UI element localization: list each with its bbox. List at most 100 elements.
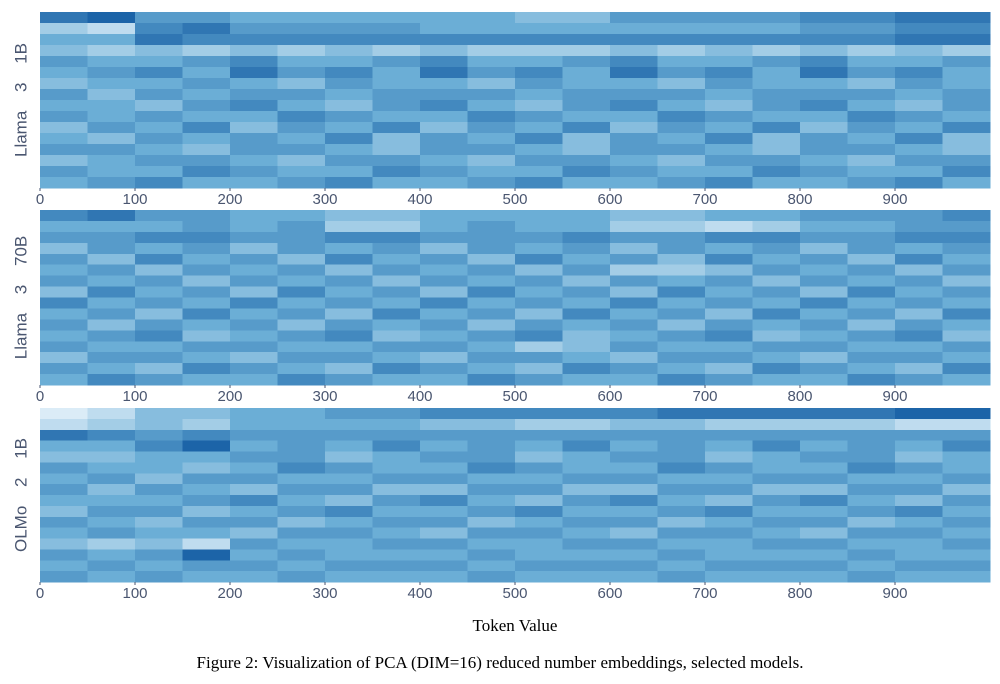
heatmap-cell — [562, 560, 611, 572]
heatmap-cell — [325, 527, 373, 539]
heatmap-cell — [657, 210, 706, 222]
heatmap-cell — [562, 100, 611, 112]
heatmap-cell — [705, 297, 753, 309]
heatmap-cell — [230, 275, 278, 288]
heatmap-cell — [610, 440, 658, 452]
heatmap-cell — [800, 12, 848, 24]
heatmap-cell — [800, 231, 848, 244]
heatmap-cell — [705, 418, 753, 431]
heatmap-cell — [420, 319, 468, 331]
x-tick-label: 800 — [787, 191, 812, 208]
heatmap-cell — [895, 549, 943, 561]
heatmap-cell — [230, 45, 278, 57]
heatmap-cell — [562, 516, 611, 529]
heatmap-cell — [372, 363, 421, 375]
heatmap-cell — [705, 155, 753, 167]
heatmap-cell — [87, 527, 136, 539]
heatmap-cell — [182, 34, 231, 46]
heatmap-cell — [277, 56, 326, 68]
heatmap-cell — [515, 210, 563, 222]
heatmap-cell — [705, 319, 753, 331]
heatmap-cell — [800, 253, 848, 266]
heatmap-cell — [562, 429, 611, 442]
heatmap-cell — [87, 56, 136, 68]
heatmap-cell — [895, 352, 943, 364]
heatmap-cell — [230, 462, 278, 474]
heatmap-cell — [657, 133, 706, 145]
heatmap-cell — [182, 23, 231, 35]
heatmap-cell — [420, 220, 468, 233]
heatmap-cell — [277, 308, 326, 320]
heatmap-cell — [657, 495, 706, 507]
heatmap-cell — [562, 78, 611, 90]
heatmap-cell — [230, 56, 278, 68]
heatmap-cell — [657, 67, 706, 79]
heatmap-cell — [895, 571, 943, 583]
heatmap-cell — [847, 34, 896, 46]
heatmap-cell — [467, 100, 516, 112]
heatmap-cell — [87, 571, 136, 583]
heatmap-cell — [325, 220, 373, 233]
heatmap-cell — [562, 144, 611, 156]
heatmap-cell — [657, 429, 706, 442]
heatmap-cell — [372, 408, 421, 420]
heatmap-cell — [325, 45, 373, 57]
heatmap-cell — [182, 505, 231, 518]
heatmap-cell — [895, 297, 943, 309]
heatmap-cell — [562, 89, 611, 101]
heatmap-cell — [420, 144, 468, 156]
heatmap-cell — [895, 253, 943, 266]
heatmap-cell — [752, 210, 801, 222]
heatmap-cell — [657, 231, 706, 244]
heatmap-cell — [800, 23, 848, 35]
heatmap-cell — [135, 429, 183, 442]
heatmap-cell — [942, 34, 991, 46]
heatmap-cell — [230, 516, 278, 529]
heatmap-cell — [40, 12, 88, 24]
heatmap-cell — [800, 286, 848, 298]
heatmap-cell — [800, 408, 848, 420]
heatmap-cell — [372, 275, 421, 288]
heatmap-cell — [515, 144, 563, 156]
heatmap-cell — [87, 549, 136, 561]
heatmap-cell — [40, 516, 88, 529]
heatmap-cell — [515, 56, 563, 68]
heatmap-cell — [230, 341, 278, 353]
heatmap-cell — [847, 297, 896, 309]
heatmap-cell — [372, 100, 421, 112]
heatmap-cell — [942, 297, 991, 309]
heatmap-cell — [325, 67, 373, 79]
heatmap-cell — [135, 341, 183, 353]
heatmap-cell — [372, 177, 421, 189]
heatmap-cell — [182, 429, 231, 442]
heatmap-cell — [752, 67, 801, 79]
heatmap-cell — [895, 440, 943, 452]
heatmap-cell — [895, 527, 943, 539]
heatmap-cell — [372, 308, 421, 320]
heatmap-cell — [420, 473, 468, 485]
heatmap-cell — [657, 45, 706, 57]
heatmap-cell — [182, 308, 231, 320]
heatmap-cell — [515, 462, 563, 474]
heatmap-cell — [182, 111, 231, 123]
heatmap-cell — [230, 352, 278, 364]
heatmap-cell — [562, 23, 611, 35]
heatmap-cell — [277, 516, 326, 529]
heatmap-cell — [610, 516, 658, 529]
heatmap-cell — [610, 56, 658, 68]
heatmap-cell — [942, 330, 991, 342]
heatmap-cell — [40, 242, 88, 255]
heatmap-cell — [515, 363, 563, 375]
heatmap-cell — [230, 374, 278, 386]
heatmap-cell — [657, 220, 706, 233]
heatmap-cell — [277, 23, 326, 35]
heatmap-cell — [942, 495, 991, 507]
heatmap-cell — [277, 133, 326, 145]
heatmap-cell — [610, 100, 658, 112]
heatmap-cell — [562, 67, 611, 79]
heatmap-cell — [277, 122, 326, 134]
heatmap-cell — [562, 253, 611, 266]
heatmap-cell — [467, 286, 516, 298]
heatmap-cell — [135, 462, 183, 474]
heatmap-cell — [467, 34, 516, 46]
